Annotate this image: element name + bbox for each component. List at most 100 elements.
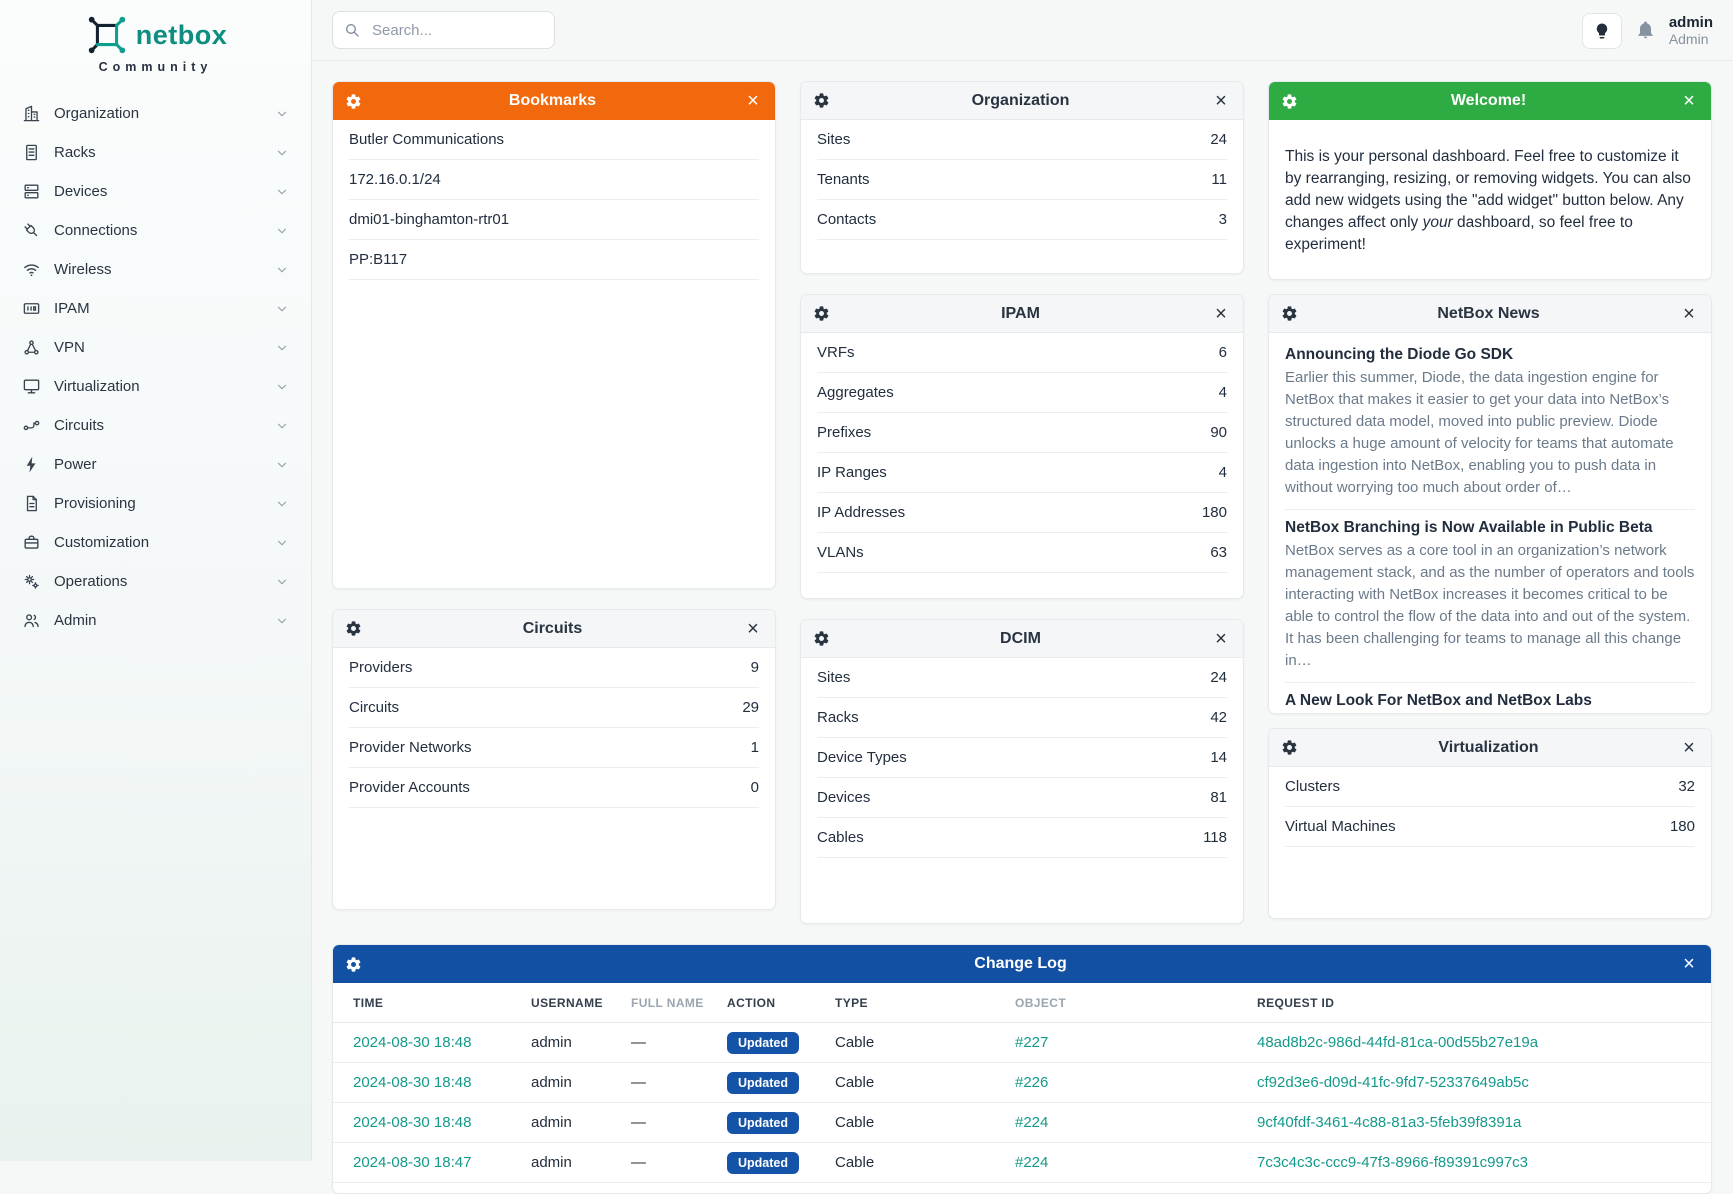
change-time-link[interactable]: 2024-08-30 18:48: [353, 1034, 472, 1051]
sidebar-item-devices[interactable]: Devices: [0, 172, 311, 211]
news-article: NetBox Branching is Now Available in Pub…: [1285, 510, 1695, 683]
widget-config-icon[interactable]: [1281, 739, 1298, 756]
widget-config-icon[interactable]: [345, 93, 362, 110]
widget-close-icon[interactable]: ×: [1679, 304, 1699, 324]
stat-label[interactable]: IP Ranges: [817, 464, 887, 481]
change-object-link[interactable]: #227: [1015, 1034, 1049, 1051]
netbox-logo-icon: [84, 12, 130, 58]
widget-title: NetBox News: [1437, 304, 1540, 322]
stat-label[interactable]: Aggregates: [817, 384, 894, 401]
change-object-link[interactable]: #226: [1015, 1074, 1049, 1091]
user-menu[interactable]: admin Admin: [1669, 14, 1713, 47]
column-header-full-name[interactable]: FULL NAME: [621, 983, 717, 1023]
sidebar-item-provisioning[interactable]: Provisioning: [0, 484, 311, 523]
request-id-link[interactable]: 7c3c4c3c-ccc9-47f3-8966-f89391c997c3: [1257, 1154, 1529, 1171]
widget-config-icon[interactable]: [345, 956, 362, 973]
news-headline-link[interactable]: A New Look For NetBox and NetBox Labs: [1285, 692, 1592, 709]
change-time-link[interactable]: 2024-08-30 18:48: [353, 1074, 472, 1091]
news-headline-link[interactable]: Announcing the Diode Go SDK: [1285, 346, 1514, 363]
widget-config-icon[interactable]: [813, 92, 830, 109]
stat-label[interactable]: Cables: [817, 829, 864, 846]
sidebar-item-power[interactable]: Power: [0, 445, 311, 484]
request-id-link[interactable]: 48ad8b2c-986d-44fd-81ca-00d55b27e19a: [1257, 1034, 1539, 1051]
stat-label[interactable]: Device Types: [817, 749, 907, 766]
stat-label[interactable]: VRFs: [817, 344, 855, 361]
news-headline-link[interactable]: NetBox Branching is Now Available in Pub…: [1285, 519, 1653, 536]
sidebar-item-virtualization[interactable]: Virtualization: [0, 367, 311, 406]
sidebar-item-organization[interactable]: Organization: [0, 94, 311, 133]
brand-name: netbox: [135, 19, 228, 50]
widget-close-icon[interactable]: ×: [743, 619, 763, 639]
sidebar-item-connections[interactable]: Connections: [0, 211, 311, 250]
ipam-widget: IPAM × VRFs 6 Aggregates 4 Prefixes 90 IP Rang…: [800, 294, 1244, 599]
sidebar-item-racks[interactable]: Racks: [0, 133, 311, 172]
stat-label[interactable]: IP Addresses: [817, 504, 906, 521]
bookmark-link[interactable]: Butler Communications: [349, 131, 505, 148]
news-preview: Earlier this summer, Diode, the data ing…: [1285, 369, 1674, 496]
bookmark-link[interactable]: 172.16.0.1/24: [349, 171, 441, 188]
organization-widget: Organization × Sites 24 Tenants 11 Contacts 3: [800, 81, 1244, 274]
chevron-down-icon: [275, 185, 289, 199]
stat-label[interactable]: Virtual Machines: [1285, 818, 1396, 835]
sidebar-item-customization[interactable]: Customization: [0, 523, 311, 562]
change-time-link[interactable]: 2024-08-30 18:48: [353, 1114, 472, 1131]
welcome-widget: Welcome! × This is your personal dashboa…: [1268, 81, 1712, 280]
sidebar-item-circuits[interactable]: Circuits: [0, 406, 311, 445]
widget-config-icon[interactable]: [345, 620, 362, 637]
change-type: Cable: [825, 1142, 1005, 1183]
brand[interactable]: netbox Community: [0, 0, 311, 74]
request-id-link[interactable]: 9cf40fdf-3461-4c88-81a3-5feb39f8391a: [1257, 1114, 1522, 1131]
stat-row: Contacts 3: [817, 200, 1227, 240]
stat-label[interactable]: Provider Accounts: [349, 779, 470, 796]
request-id-link[interactable]: cf92d3e6-d09d-41fc-9fd7-52337649ab5c: [1257, 1074, 1529, 1091]
widget-close-icon[interactable]: ×: [743, 91, 763, 111]
widget-close-icon[interactable]: ×: [1679, 91, 1699, 111]
stat-label[interactable]: Providers: [349, 659, 413, 676]
column-header-time[interactable]: TIME: [333, 983, 521, 1023]
sidebar-item-admin[interactable]: Admin: [0, 601, 311, 640]
stat-label[interactable]: Tenants: [817, 171, 870, 188]
column-header-object[interactable]: OBJECT: [1005, 983, 1247, 1023]
column-header-username[interactable]: USERNAME: [521, 983, 621, 1023]
widget-config-icon[interactable]: [813, 630, 830, 647]
widget-close-icon[interactable]: ×: [1211, 304, 1231, 324]
sidebar-item-wireless[interactable]: Wireless: [0, 250, 311, 289]
search-box[interactable]: [332, 11, 555, 49]
sidebar-item-ipam[interactable]: IPAM: [0, 289, 311, 328]
sidebar-item-vpn[interactable]: VPN: [0, 328, 311, 367]
search-input[interactable]: [370, 20, 530, 40]
stat-row: Circuits 29: [349, 688, 759, 728]
stat-label[interactable]: VLANs: [817, 544, 864, 561]
stat-label[interactable]: Provider Networks: [349, 739, 472, 756]
column-header-request-id[interactable]: REQUEST ID: [1247, 983, 1711, 1023]
bookmark-link[interactable]: dmi01-binghamton-rtr01: [349, 211, 510, 228]
bookmark-item: PP:B117: [349, 240, 759, 280]
notifications-button[interactable]: [1634, 18, 1657, 44]
stat-label[interactable]: Contacts: [817, 211, 877, 228]
change-object-link[interactable]: #224: [1015, 1114, 1049, 1131]
stat-label[interactable]: Devices: [817, 789, 871, 806]
widget-close-icon[interactable]: ×: [1211, 629, 1231, 649]
sidebar-item-label: Devices: [54, 183, 108, 200]
widget-close-icon[interactable]: ×: [1211, 91, 1231, 111]
stat-label[interactable]: Sites: [817, 669, 851, 686]
change-username: admin: [521, 1102, 621, 1143]
widget-config-icon[interactable]: [1281, 305, 1298, 322]
username: admin: [1668, 13, 1713, 31]
column-header-action[interactable]: ACTION: [717, 983, 825, 1023]
stat-label[interactable]: Racks: [817, 709, 859, 726]
widget-config-icon[interactable]: [813, 305, 830, 322]
stat-label[interactable]: Prefixes: [817, 424, 872, 441]
stat-label[interactable]: Circuits: [349, 699, 400, 716]
widget-config-icon[interactable]: [1281, 93, 1298, 110]
change-time-link[interactable]: 2024-08-30 18:47: [353, 1154, 472, 1171]
column-header-type[interactable]: TYPE: [825, 983, 1005, 1023]
sidebar-item-operations[interactable]: Operations: [0, 562, 311, 601]
widget-close-icon[interactable]: ×: [1679, 954, 1699, 974]
theme-toggle-button[interactable]: [1581, 12, 1622, 49]
stat-label[interactable]: Clusters: [1285, 778, 1341, 795]
stat-label[interactable]: Sites: [817, 131, 851, 148]
widget-close-icon[interactable]: ×: [1679, 738, 1699, 758]
bookmark-link[interactable]: PP:B117: [349, 251, 408, 268]
change-object-link[interactable]: #224: [1015, 1154, 1049, 1171]
